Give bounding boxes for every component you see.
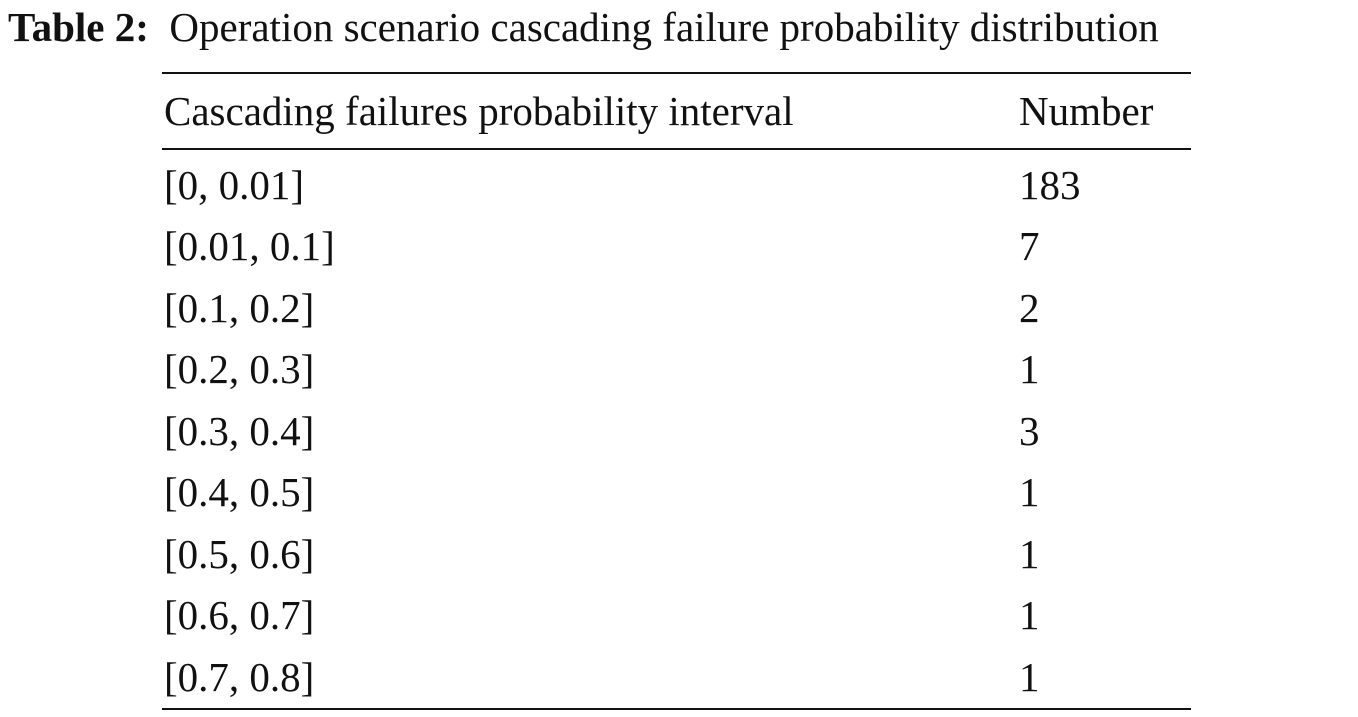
number-cell: 1 — [1019, 592, 1040, 639]
caption-label: Table 2: — [8, 4, 149, 50]
interval-cell: [0.2, 0.3] — [164, 346, 315, 393]
table-row: [0.01, 0.1] 7 — [162, 216, 1191, 278]
interval-cell: [0.7, 0.8] — [162, 646, 1019, 710]
table-row: [0.3, 0.4] 3 — [162, 400, 1191, 462]
table-row: [0.4, 0.5] 1 — [162, 462, 1191, 524]
caption-text: Operation scenario cascading failure pro… — [169, 4, 1159, 50]
number-cell: 2 — [1019, 284, 1040, 331]
interval-cell: [0.1, 0.2] — [164, 284, 315, 331]
number-cell: 1 — [1019, 346, 1040, 393]
interval-cell: [0.01, 0.1] — [164, 223, 335, 270]
header-row: Cascading failures probability interval … — [162, 72, 1191, 150]
table-container: Cascading failures probability interval … — [162, 72, 1191, 710]
table-body: [0, 0.01] 183 [0.01, 0.1] 7 [0.1, 0.2] 2… — [162, 149, 1191, 710]
probability-distribution-table: Cascading failures probability interval … — [162, 72, 1191, 710]
number-cell: 1 — [1019, 469, 1040, 516]
interval-cell: [0.4, 0.5] — [164, 469, 315, 516]
number-cell: 7 — [1019, 223, 1040, 270]
number-cell: 1 — [1019, 530, 1040, 577]
number-cell: 183 — [1019, 161, 1081, 208]
interval-cell: [0, 0.01] — [164, 161, 305, 208]
table-row: [0.6, 0.7] 1 — [162, 585, 1191, 647]
header-number: Number — [1019, 72, 1191, 150]
number-cell: 1 — [1019, 646, 1191, 710]
interval-cell: [0.3, 0.4] — [164, 407, 315, 454]
header-interval: Cascading failures probability interval — [162, 72, 1019, 150]
table-row: [0.1, 0.2] 2 — [162, 277, 1191, 339]
table-caption: Table 2: Operation scenario cascading fa… — [8, 2, 1159, 52]
table-row: [0.2, 0.3] 1 — [162, 339, 1191, 401]
interval-cell: [0.6, 0.7] — [164, 592, 315, 639]
number-cell: 3 — [1019, 407, 1040, 454]
table-row: [0.5, 0.6] 1 — [162, 523, 1191, 585]
table-row: [0, 0.01] 183 — [162, 149, 1191, 216]
table-header: Cascading failures probability interval … — [162, 72, 1191, 150]
interval-cell: [0.5, 0.6] — [164, 530, 315, 577]
table-row: [0.7, 0.8] 1 — [162, 646, 1191, 710]
